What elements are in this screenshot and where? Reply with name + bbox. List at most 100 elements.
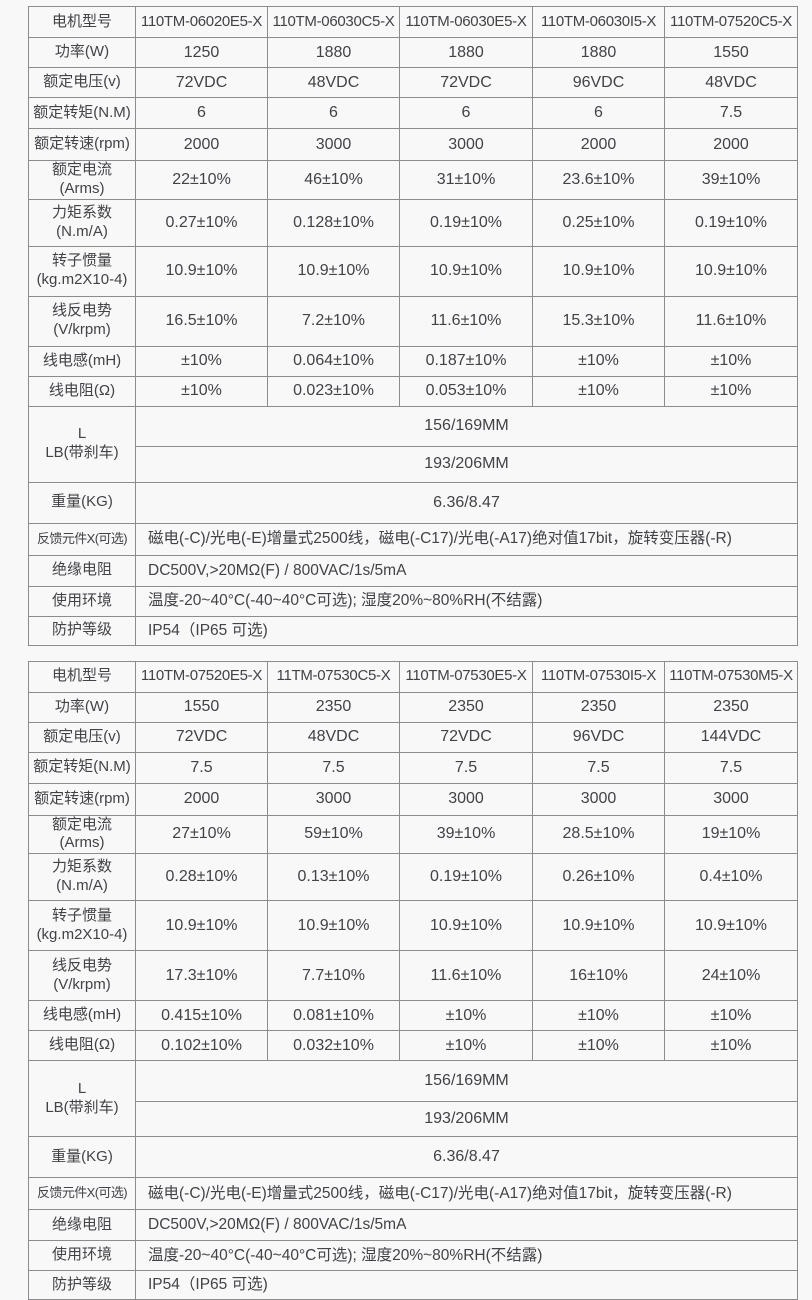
spec-value-cell: 0.27±10% [136, 199, 268, 246]
spec-row-feedback: 反馈元件X(可选) 磁电(-C)/光电(-E)增量式2500线，磁电(-C17)… [29, 523, 798, 555]
row-label: 线电感(mH) [29, 346, 136, 376]
spec-value-cell: ±10% [400, 1001, 533, 1031]
row-label: 额定电流(Arms) [29, 815, 136, 854]
model-cell: 110TM-07530M5-X [665, 661, 798, 692]
row-label: 使用环境 [29, 586, 136, 616]
spec-value-cell: 3000 [268, 129, 400, 161]
spec-row-rotor-inertia: 转子惯量 (kg.m2X10-4) 10.9±10% 10.9±10% 10.9… [29, 901, 798, 951]
spec-value-cell: ±10% [533, 376, 665, 406]
dim-row-lb: 193/206MM [29, 1101, 798, 1136]
lb-label: LB(带刹车) [29, 1099, 135, 1118]
spec-value-cell: 0.032±10% [268, 1031, 400, 1061]
spec-value-cell: 3000 [533, 783, 665, 815]
spec-value-cell: 23.6±10% [533, 161, 665, 200]
row-label: 额定转矩(N.M) [29, 98, 136, 129]
spec-row-speed: 额定转速(rpm) 2000 3000 3000 3000 3000 [29, 783, 798, 815]
spec-value-cell: 2350 [268, 692, 400, 722]
spec-row-voltage: 额定电压(v) 72VDC 48VDC 72VDC 96VDC 144VDC [29, 722, 798, 752]
spec-value-cell: 27±10% [136, 815, 268, 854]
model-cell: 110TM-06020E5-X [136, 7, 268, 38]
spec-row-power: 功率(W) 1550 2350 2350 2350 2350 [29, 692, 798, 722]
spec-value-cell: ±10% [400, 1031, 533, 1061]
spec-value-cell: 2000 [136, 129, 268, 161]
weight-value: 6.36/8.47 [136, 482, 798, 523]
spec-value-cell: 7.7±10% [268, 951, 400, 1001]
spec-row-insulation: 绝缘电阻 DC500V,>20MΩ(F) / 800VAC/1s/5mA [29, 555, 798, 586]
spec-value-cell: 0.4±10% [665, 854, 798, 901]
spec-value-cell: 96VDC [533, 722, 665, 752]
spec-value-cell: 48VDC [665, 68, 798, 98]
dim-row-l: L LB(带刹车) 156/169MM [29, 406, 798, 447]
spec-value-cell: 7.2±10% [268, 296, 400, 346]
row-label: 重量(KG) [29, 1137, 136, 1178]
spec-value-cell: ±10% [533, 1001, 665, 1031]
spec-value-cell: ±10% [665, 346, 798, 376]
motor-spec-table-1: 电机型号 110TM-06020E5-X 110TM-06030C5-X 110… [28, 6, 798, 646]
l-value: 156/169MM [136, 1061, 798, 1102]
spec-value-cell: 0.053±10% [400, 376, 533, 406]
spec-value-cell: 46±10% [268, 161, 400, 200]
spec-row-torque-constant: 力矩系数 (N.m/A) 0.28±10% 0.13±10% 0.19±10% … [29, 854, 798, 901]
spec-row-back-emf: 线反电势 (V/krpm) 17.3±10% 7.7±10% 11.6±10% … [29, 951, 798, 1001]
spec-value-cell: 11.6±10% [400, 951, 533, 1001]
spec-value-cell: ±10% [665, 1031, 798, 1061]
spec-value-cell: 10.9±10% [665, 901, 798, 951]
spec-value-cell: 15.3±10% [533, 296, 665, 346]
spec-value-cell: 10.9±10% [268, 246, 400, 296]
model-header-row: 电机型号 110TM-06020E5-X 110TM-06030C5-X 110… [29, 7, 798, 38]
spec-value-cell: 3000 [400, 783, 533, 815]
row-label: 线反电势 (V/krpm) [29, 951, 136, 1001]
row-label: 线电阻(Ω) [29, 1031, 136, 1061]
row-label: 反馈元件X(可选) [29, 523, 136, 555]
spec-value-cell: 1550 [665, 38, 798, 68]
spec-value-cell: 0.187±10% [400, 346, 533, 376]
insulation-value: DC500V,>20MΩ(F) / 800VAC/1s/5mA [136, 555, 798, 586]
spec-row-power: 功率(W) 1250 1880 1880 1880 1550 [29, 38, 798, 68]
model-cell: 110TM-07530E5-X [400, 661, 533, 692]
spec-value-cell: 7.5 [268, 752, 400, 783]
row-label: 额定电压(v) [29, 68, 136, 98]
model-cell: 11TM-07530C5-X [268, 661, 400, 692]
spec-row-feedback: 反馈元件X(可选) 磁电(-C)/光电(-E)增量式2500线，磁电(-C17)… [29, 1178, 798, 1210]
spec-value-cell: 10.9±10% [136, 901, 268, 951]
spec-row-environment: 使用环境 温度-20~40°C(-40~40°C可选); 湿度20%~80%RH… [29, 586, 798, 616]
spec-value-cell: 0.102±10% [136, 1031, 268, 1061]
l-label: L [29, 425, 135, 444]
spec-value-cell: 24±10% [665, 951, 798, 1001]
spec-value-cell: 16.5±10% [136, 296, 268, 346]
row-label: 额定电流(Arms) [29, 161, 136, 200]
spec-value-cell: 10.9±10% [400, 901, 533, 951]
row-label: 功率(W) [29, 38, 136, 68]
spec-value-cell: 72VDC [136, 722, 268, 752]
model-cell: 110TM-07520E5-X [136, 661, 268, 692]
spec-value-cell: 2350 [665, 692, 798, 722]
spec-value-cell: 10.9±10% [268, 901, 400, 951]
spec-row-torque: 额定转矩(N.M) 6 6 6 6 7.5 [29, 98, 798, 129]
environment-value: 温度-20~40°C(-40~40°C可选); 湿度20%~80%RH(不结露) [136, 1241, 798, 1271]
spec-value-cell: 16±10% [533, 951, 665, 1001]
spec-row-weight: 重量(KG) 6.36/8.47 [29, 482, 798, 523]
row-label: 使用环境 [29, 1241, 136, 1271]
spec-value-cell: ±10% [136, 376, 268, 406]
model-cell: 110TM-06030C5-X [268, 7, 400, 38]
spec-value-cell: 0.081±10% [268, 1001, 400, 1031]
spec-value-cell: 28.5±10% [533, 815, 665, 854]
spec-value-cell: 1250 [136, 38, 268, 68]
row-label: 反馈元件X(可选) [29, 1178, 136, 1210]
row-label: 转子惯量 (kg.m2X10-4) [29, 901, 136, 951]
row-label-model: 电机型号 [29, 661, 136, 692]
spec-value-cell: 0.13±10% [268, 854, 400, 901]
row-label: 线电感(mH) [29, 1001, 136, 1031]
spec-value-cell: 10.9±10% [136, 246, 268, 296]
spec-value-cell: 2350 [400, 692, 533, 722]
spec-row-back-emf: 线反电势 (V/krpm) 16.5±10% 7.2±10% 11.6±10% … [29, 296, 798, 346]
spec-value-cell: 10.9±10% [400, 246, 533, 296]
spec-value-cell: 0.19±10% [400, 199, 533, 246]
spec-row-rotor-inertia: 转子惯量 (kg.m2X10-4) 10.9±10% 10.9±10% 10.9… [29, 246, 798, 296]
row-label: 力矩系数 (N.m/A) [29, 854, 136, 901]
weight-value: 6.36/8.47 [136, 1137, 798, 1178]
dim-row-l: L LB(带刹车) 156/169MM [29, 1061, 798, 1102]
feedback-value: 磁电(-C)/光电(-E)增量式2500线，磁电(-C17)/光电(-A17)绝… [136, 523, 798, 555]
environment-value: 温度-20~40°C(-40~40°C可选); 湿度20%~80%RH(不结露) [136, 586, 798, 616]
